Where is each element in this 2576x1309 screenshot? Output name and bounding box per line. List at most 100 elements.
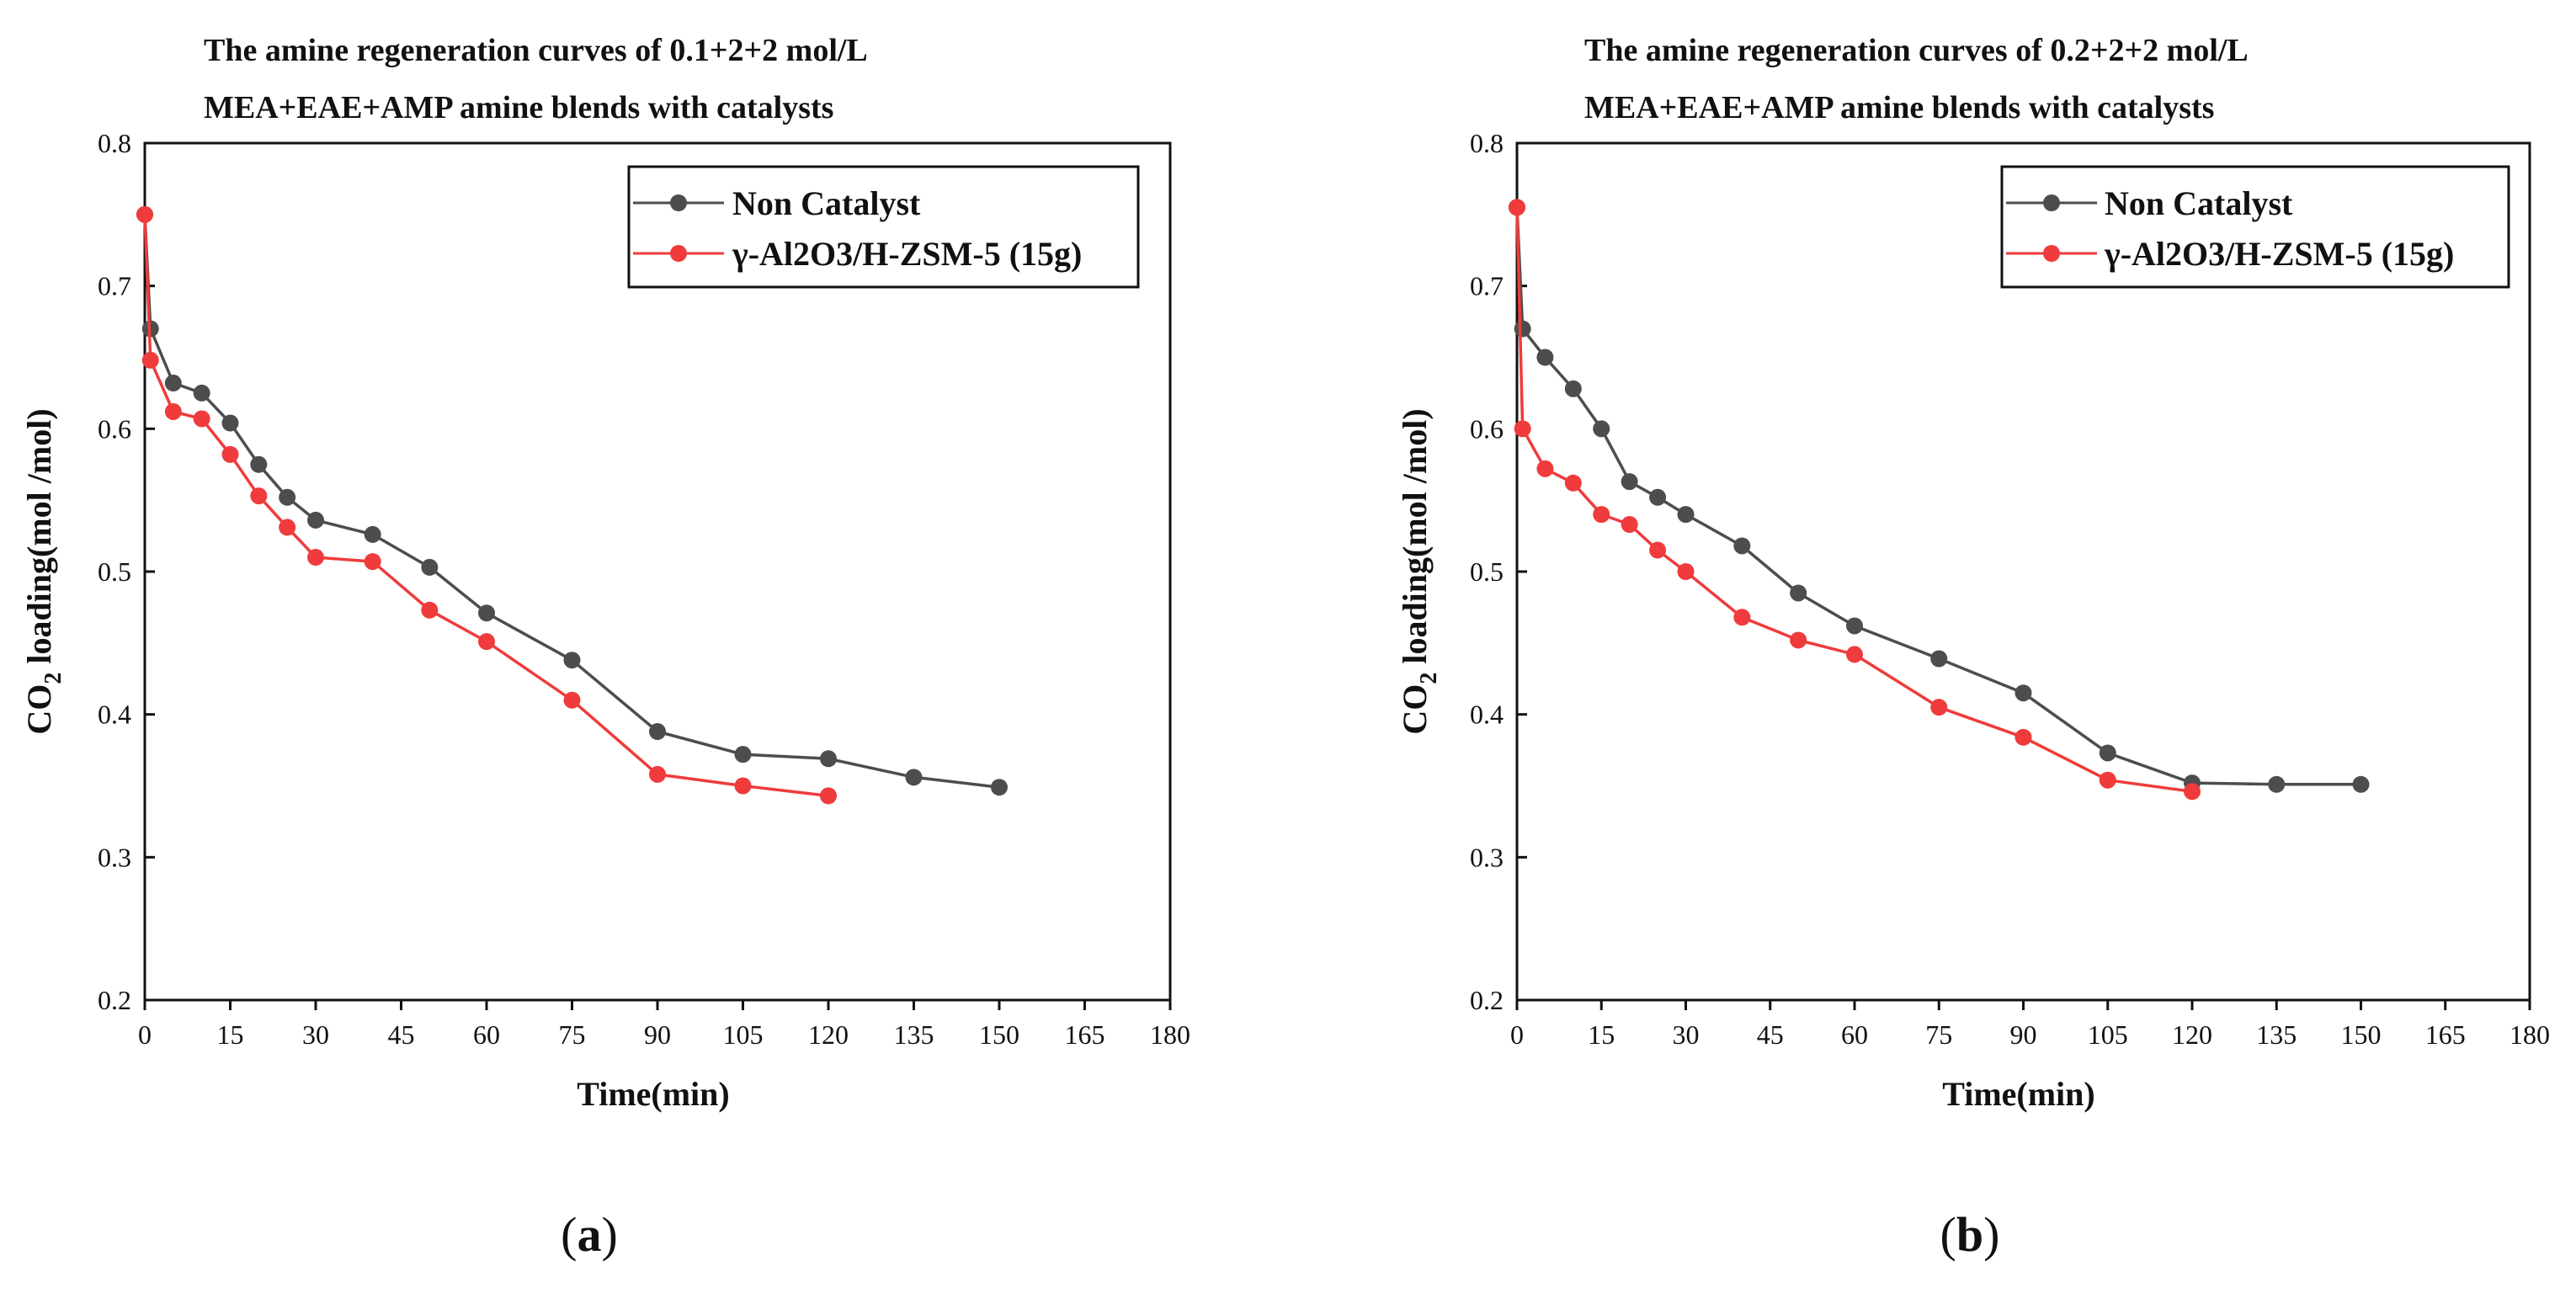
x-tick-label: 15 xyxy=(1588,1019,1615,1050)
y-axis-label-rest: loading(mol /mol) xyxy=(20,408,58,672)
data-point xyxy=(2184,783,2201,801)
x-axis-label: Time(min) xyxy=(577,1075,729,1113)
x-tick-label: 0 xyxy=(1510,1019,1524,1050)
data-point xyxy=(2014,728,2032,746)
chart-panel-a: The amine regeneration curves of 0.1+2+2… xyxy=(20,33,1190,1262)
data-point xyxy=(421,558,439,576)
y-tick-label: 0.2 xyxy=(1470,985,1504,1015)
data-point xyxy=(2014,684,2032,702)
data-point xyxy=(1649,488,1667,506)
legend-marker-non-catalyst xyxy=(2043,194,2060,211)
y-tick-label: 0.8 xyxy=(98,128,131,158)
x-tick-label: 180 xyxy=(2509,1019,2550,1050)
x-tick-label: 150 xyxy=(2341,1019,2382,1050)
x-tick-label: 45 xyxy=(388,1019,415,1050)
legend: Non Catalyst γ-Al2O3/H-ZSM-5 (15g) xyxy=(627,165,1140,289)
data-point xyxy=(307,511,324,529)
data-point xyxy=(734,777,752,795)
legend-box xyxy=(2000,165,2510,289)
data-point xyxy=(2099,771,2116,789)
data-point xyxy=(2352,775,2370,793)
data-point xyxy=(905,769,923,786)
x-tick-label: 120 xyxy=(2172,1019,2212,1050)
legend-marker-catalyst xyxy=(670,245,687,262)
y-tick-label: 0.6 xyxy=(1470,413,1504,444)
panel-label: (b) xyxy=(1940,1207,2000,1262)
y-axis-ticks: 0.2 0.3 0.4 0.5 0.6 0.7 0.8 xyxy=(1470,128,1527,1015)
x-tick-label: 60 xyxy=(473,1019,500,1050)
data-point xyxy=(1790,631,1807,649)
x-tick-label: 90 xyxy=(644,1019,671,1050)
x-tick-label: 60 xyxy=(1841,1019,1868,1050)
x-tick-label: 30 xyxy=(302,1019,329,1050)
data-point xyxy=(250,487,268,505)
x-tick-label: 15 xyxy=(217,1019,244,1050)
data-point xyxy=(307,549,324,567)
y-tick-label: 0.5 xyxy=(98,556,131,587)
x-tick-label: 165 xyxy=(1065,1019,1105,1050)
panel-label: (a) xyxy=(561,1207,618,1262)
data-point xyxy=(563,652,581,669)
data-point xyxy=(1677,506,1695,524)
data-point xyxy=(1930,650,1948,668)
y-tick-label: 0.2 xyxy=(98,985,131,1015)
data-point xyxy=(1649,541,1667,559)
panel-label-close-paren: ) xyxy=(602,1207,618,1262)
data-point xyxy=(1846,646,1863,663)
panel-label-open-paren: ( xyxy=(561,1207,577,1262)
y-tick-label: 0.4 xyxy=(1470,700,1504,730)
y-axis-label: CO2 loading(mol /mol) xyxy=(20,408,67,734)
legend: Non Catalyst γ-Al2O3/H-ZSM-5 (15g) xyxy=(2000,165,2510,289)
chart-title-line-1: The amine regeneration curves of 0.2+2+2… xyxy=(1584,33,2249,68)
y-tick-label: 0.5 xyxy=(1470,556,1504,587)
data-point xyxy=(820,787,837,805)
data-point xyxy=(221,445,239,463)
y-axis-label-co: CO xyxy=(20,684,58,735)
data-point xyxy=(1536,349,1554,366)
data-point xyxy=(221,414,239,432)
y-tick-label: 0.8 xyxy=(1470,128,1504,158)
chart-title-line-2: MEA+EAE+AMP amine blends with catalysts xyxy=(204,90,833,125)
x-tick-label: 30 xyxy=(1673,1019,1700,1050)
x-tick-label: 105 xyxy=(2088,1019,2128,1050)
data-point xyxy=(649,723,666,741)
x-tick-label: 0 xyxy=(138,1019,152,1050)
data-point xyxy=(364,553,381,571)
data-point xyxy=(421,601,439,619)
panel-label-letter: a xyxy=(577,1207,602,1262)
data-point xyxy=(164,375,182,392)
data-point xyxy=(136,205,153,223)
x-tick-label: 75 xyxy=(1925,1019,1952,1050)
data-point xyxy=(1621,516,1638,534)
data-point xyxy=(1536,460,1554,477)
y-tick-label: 0.6 xyxy=(98,413,131,444)
data-point xyxy=(1514,420,1531,438)
data-point xyxy=(279,519,296,536)
y-axis-label-co: CO xyxy=(1396,684,1434,735)
x-axis-ticks: 0 15 30 45 60 75 90 105 120 135 150 165 180 xyxy=(1510,1000,2550,1050)
data-point xyxy=(563,691,581,709)
data-point xyxy=(1564,380,1582,397)
x-tick-label: 180 xyxy=(1150,1019,1190,1050)
panel-label-letter: b xyxy=(1956,1207,1983,1262)
legend-label-catalyst: γ-Al2O3/H-ZSM-5 (15g) xyxy=(2104,235,2454,273)
legend-marker-catalyst xyxy=(2043,245,2060,262)
data-point xyxy=(734,746,752,764)
legend-label-non-catalyst: Non Catalyst xyxy=(2105,184,2293,222)
legend-box xyxy=(627,165,1140,289)
data-point xyxy=(649,765,666,783)
data-point xyxy=(478,604,495,622)
x-tick-label: 165 xyxy=(2425,1019,2466,1050)
data-point xyxy=(1621,473,1638,491)
data-point xyxy=(820,750,837,768)
x-tick-label: 105 xyxy=(723,1019,764,1050)
y-axis-label-subscript: 2 xyxy=(1416,673,1442,684)
legend-label-catalyst: γ-Al2O3/H-ZSM-5 (15g) xyxy=(732,235,1082,273)
data-point xyxy=(1593,506,1610,524)
data-point xyxy=(250,455,268,473)
data-point xyxy=(1790,584,1807,602)
y-tick-label: 0.3 xyxy=(1470,842,1504,872)
data-point xyxy=(164,402,182,420)
data-point xyxy=(1846,617,1863,635)
